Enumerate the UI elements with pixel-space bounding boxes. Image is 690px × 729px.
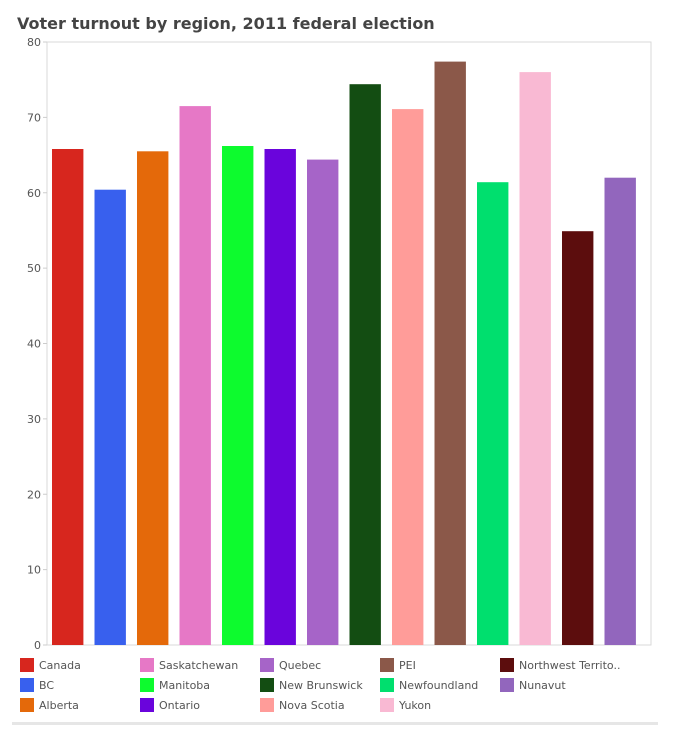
legend-item: BC [20, 675, 140, 695]
legend-label: Manitoba [159, 678, 211, 692]
legend-item: Manitoba [140, 675, 260, 695]
bar-pei [434, 61, 466, 646]
legend-swatch [500, 658, 514, 672]
legend-item: Nova Scotia [260, 695, 380, 715]
bar-chart: 0 10 20 30 40 50 60 70 80 [27, 36, 652, 652]
legend-swatch [20, 698, 34, 712]
bar-canada [52, 149, 84, 645]
legend-label: Nova Scotia [279, 698, 345, 712]
legend-item: Yukon [380, 695, 500, 715]
legend-swatch [140, 658, 154, 672]
legend-swatch [20, 658, 34, 672]
y-tick-label: 20 [27, 488, 41, 501]
bar-ontario [264, 149, 296, 645]
y-tick-label: 50 [27, 262, 41, 275]
legend-item: PEI [380, 655, 500, 675]
y-tick-label: 0 [34, 639, 41, 652]
y-tick-label: 40 [27, 338, 41, 351]
legend-label: Quebec [279, 658, 322, 672]
legend-item: Quebec [260, 655, 380, 675]
y-tick-label: 80 [27, 36, 41, 49]
legend-item: New Brunswick [260, 675, 380, 695]
legend-label: Saskatchewan [159, 658, 239, 672]
bar-yukon [519, 72, 551, 646]
y-tick-label: 60 [27, 187, 41, 200]
bar-bc [94, 189, 126, 645]
legend-swatch [260, 658, 274, 672]
legend-label: Newfoundland [399, 678, 479, 692]
legend-item: Nunavut [500, 675, 630, 695]
y-tick-label: 10 [27, 564, 41, 577]
legend-label: BC [39, 678, 55, 692]
y-tick-label: 30 [27, 413, 41, 426]
legend-item: Saskatchewan [140, 655, 260, 675]
legend-label: Northwest Territo.. [519, 658, 621, 672]
legend-swatch [380, 698, 394, 712]
bar-alberta [137, 151, 169, 646]
legend-swatch [500, 678, 514, 692]
bar-nunavut [604, 177, 636, 645]
chart-title: Voter turnout by region, 2011 federal el… [17, 14, 435, 33]
legend-label: Nunavut [519, 678, 566, 692]
legend-swatch [140, 678, 154, 692]
bar-newfoundland [477, 182, 509, 645]
legend-label: Yukon [399, 698, 432, 712]
legend-item: Ontario [140, 695, 260, 715]
bar-quebec [307, 159, 339, 645]
legend-label: Canada [39, 658, 81, 672]
legend-item: Canada [20, 655, 140, 675]
bar-manitoba [222, 146, 254, 645]
chart-legend: Canada BC Alberta Saskatchewan Manitoba Ontar… [20, 655, 630, 715]
bar-nova-scotia [392, 109, 424, 646]
bar-saskatchewan [179, 106, 211, 646]
bar-new-brunswick [349, 84, 381, 645]
y-tick-label: 70 [27, 111, 41, 124]
legend-item: Alberta [20, 695, 140, 715]
legend-swatch [380, 678, 394, 692]
bar-northwest-territo [562, 231, 594, 645]
legend-item: Northwest Territo.. [500, 655, 630, 675]
legend-swatch [140, 698, 154, 712]
legend-swatch [20, 678, 34, 692]
bottom-divider [12, 722, 658, 725]
legend-label: New Brunswick [279, 678, 363, 692]
legend-swatch [380, 658, 394, 672]
legend-swatch [260, 698, 274, 712]
legend-item: Newfoundland [380, 675, 500, 695]
legend-swatch [260, 678, 274, 692]
legend-label: Ontario [159, 698, 200, 712]
legend-label: PEI [399, 658, 416, 672]
legend-label: Alberta [39, 698, 79, 712]
